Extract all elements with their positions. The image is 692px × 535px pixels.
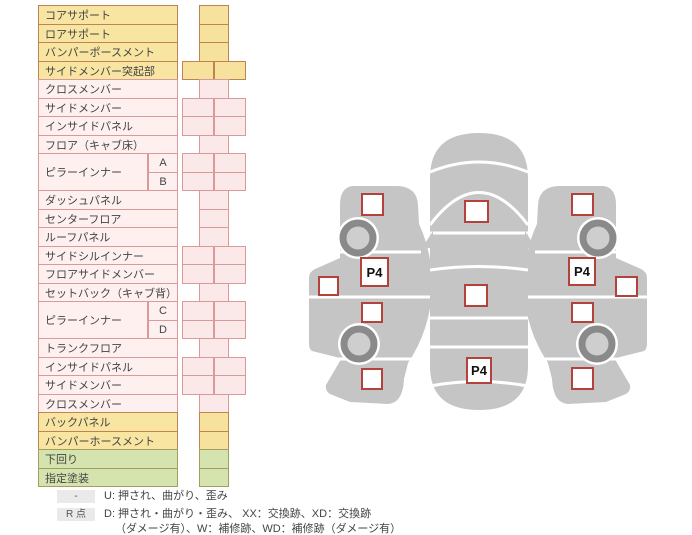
part-sublabel-C: C xyxy=(148,301,178,321)
check-cell[interactable] xyxy=(214,375,246,395)
check-cell[interactable] xyxy=(182,61,214,80)
part-label: フロアサイドメンバー xyxy=(38,264,178,284)
damage-marker-top-roof[interactable] xyxy=(464,284,488,307)
part-label: 指定塗装 xyxy=(38,468,178,487)
damage-marker-right-side-front-door[interactable]: P4 xyxy=(568,257,596,286)
legend-row-u: - U: 押され、曲がり、歪み xyxy=(57,489,477,504)
check-cell[interactable] xyxy=(199,468,229,487)
check-cell[interactable] xyxy=(214,320,246,339)
check-cell[interactable] xyxy=(214,172,246,191)
top-view-panel-lines xyxy=(427,160,531,388)
part-label: ピラーインナー xyxy=(38,301,148,339)
damage-marker-top-hood[interactable] xyxy=(464,200,489,223)
damage-marker-left-side-rear-fender[interactable] xyxy=(361,368,383,390)
part-label: サイドメンバー xyxy=(38,98,178,117)
check-cell[interactable] xyxy=(214,61,246,80)
damage-marker-right-side-rear-fender[interactable] xyxy=(571,367,594,390)
legend: - U: 押され、曲がり、歪み R 点 D: 押され・曲がり・歪み、 XX：交換… xyxy=(57,489,477,535)
legend-text-u: U: 押され、曲がり、歪み xyxy=(104,490,228,502)
legend-key-dash: - xyxy=(57,490,95,503)
check-cell[interactable] xyxy=(214,264,246,284)
part-label: バンパーポースメント xyxy=(38,42,178,62)
check-cell[interactable] xyxy=(214,116,246,136)
check-cell[interactable] xyxy=(182,116,214,136)
legend-row-r: R 点 D: 押され・曲がり・歪み、 XX：交換跡、XD：交換跡 （ダメージ有）… xyxy=(57,507,477,535)
check-cell[interactable] xyxy=(182,320,214,339)
part-label: センターフロア xyxy=(38,209,178,228)
part-label: インサイドパネル xyxy=(38,116,178,136)
damage-marker-left-side-front-door[interactable]: P4 xyxy=(360,257,389,287)
part-label: バックパネル xyxy=(38,412,178,432)
legend-text-r-line1: D: 押され・曲がり・歪み、 XX：交換跡、XD：交換跡 xyxy=(104,508,372,520)
legend-text-r: D: 押され・曲がり・歪み、 XX：交換跡、XD：交換跡 （ダメージ有）、W：補… xyxy=(104,507,401,535)
damage-marker-top-trunk[interactable]: P4 xyxy=(466,357,492,384)
damage-marker-right-side-cabin[interactable] xyxy=(615,276,638,297)
check-cell[interactable] xyxy=(182,375,214,395)
part-label: バンパーホースメント xyxy=(38,431,178,450)
top-view xyxy=(422,133,536,410)
part-label: サイドシルインナー xyxy=(38,246,178,265)
check-cell[interactable] xyxy=(182,172,214,191)
check-cell[interactable] xyxy=(182,264,214,284)
left-mirror-icon xyxy=(422,231,433,248)
part-sublabel-A: A xyxy=(148,153,178,173)
damage-marker-left-side-cabin[interactable] xyxy=(318,276,339,296)
legend-key-rpoint: R 点 xyxy=(57,508,95,521)
legend-text-r-line2: （ダメージ有）、W：補修跡、WD：補修跡（ダメージ有） xyxy=(115,523,402,535)
damage-marker-left-side-rear-door[interactable] xyxy=(361,302,383,323)
part-label: クロスメンバー xyxy=(38,79,178,99)
damage-marker-right-side-front-fender[interactable] xyxy=(571,193,594,216)
damage-marker-left-side-front-fender[interactable] xyxy=(361,193,384,216)
part-label: フロア（キャブ床） xyxy=(38,135,178,154)
damage-marker-right-side-rear-door[interactable] xyxy=(571,302,594,323)
part-label: ピラーインナー xyxy=(38,153,148,191)
part-label: クロスメンバー xyxy=(38,394,178,413)
right-mirror-icon xyxy=(525,231,536,248)
part-label: サイドメンバー突起部 xyxy=(38,61,178,80)
